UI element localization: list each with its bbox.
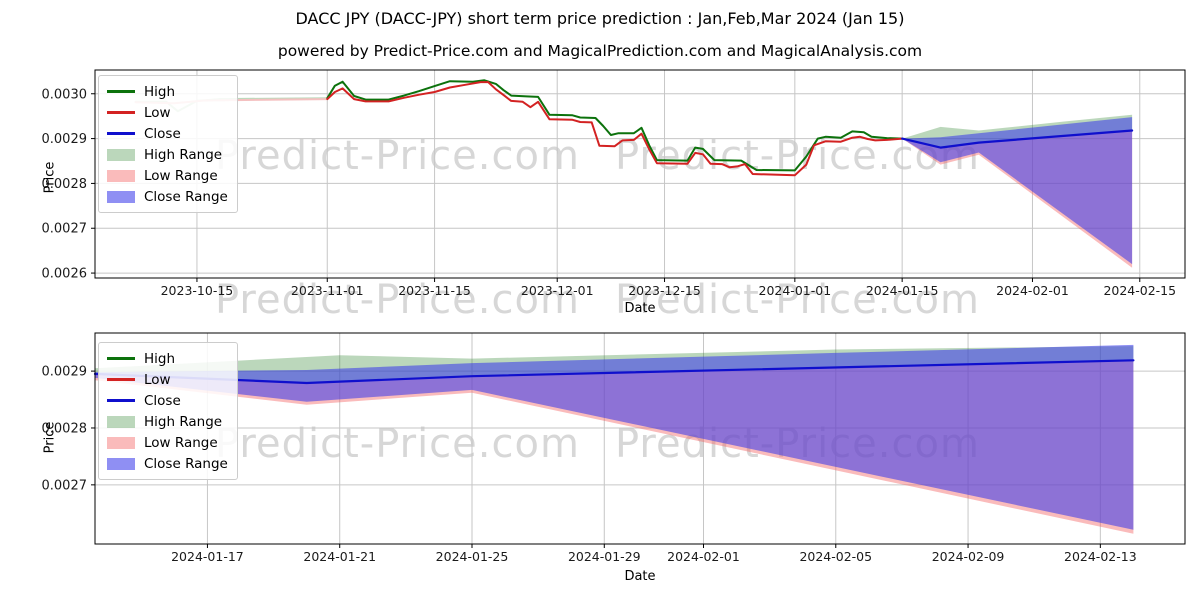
y-axis-label-bottom: Price	[42, 421, 58, 454]
legend-line-swatch	[107, 111, 135, 114]
y-tick-label: 0.0028	[42, 421, 88, 436]
x-tick-label: 2024-01-15	[866, 283, 939, 298]
legend-line-swatch	[107, 90, 135, 93]
legend-line-swatch	[107, 132, 135, 135]
legend-item-label: Low	[144, 371, 171, 388]
legend-item-close-range: Close Range	[107, 186, 229, 207]
watermark-text: Predict-Price.com	[215, 133, 580, 179]
x-tick-label: 2024-02-09	[932, 549, 1005, 564]
y-tick-label: 0.0027	[42, 222, 88, 237]
x-tick-label: 2023-11-15	[398, 283, 471, 298]
x-tick-label: 2024-01-25	[436, 549, 509, 564]
legend-item-high-range: High Range	[107, 144, 229, 165]
legend-item-label: High Range	[144, 146, 223, 163]
x-tick-label: 2023-12-15	[628, 283, 701, 298]
y-tick-label: 0.0029	[42, 132, 88, 147]
plot-border	[94, 332, 1186, 545]
close-line	[901, 129, 1134, 149]
close-range-band	[902, 117, 1133, 265]
chart-title: DACC JPY (DACC-JPY) short term price pre…	[295, 9, 905, 28]
legend-item-high: High	[107, 81, 229, 102]
x-axis-label-bottom: Date	[624, 569, 656, 584]
y-tick-label: 0.0028	[42, 177, 88, 192]
x-tick-label: 2023-10-15	[161, 283, 234, 298]
close-range-band	[95, 344, 1134, 530]
legend-item-label: Low Range	[144, 434, 218, 451]
legend-bottom: High Low Close High Range Low Range Close Ran…	[98, 342, 238, 480]
legend-item-label: Low	[144, 104, 171, 121]
x-tick-label: 2024-02-01	[667, 549, 740, 564]
legend-item-label: High	[144, 350, 176, 367]
chart-subtitle: powered by Predict-Price.com and Magical…	[277, 42, 923, 60]
legend-item-low: Low	[107, 369, 229, 390]
x-tick-label: 2024-02-01	[996, 283, 1069, 298]
legend-item-low-range: Low Range	[107, 432, 229, 453]
high-line	[326, 79, 904, 172]
watermark-text: Predict-Price.com	[215, 277, 580, 323]
y-tick-label: 0.0027	[42, 478, 88, 493]
legend-item-low: Low	[107, 102, 229, 123]
legend-item-label: Close	[144, 125, 181, 142]
legend-item-low-range: Low Range	[107, 165, 229, 186]
y-axis-label-top: Price	[42, 161, 58, 194]
watermark-text: Predict-Price.com	[215, 421, 580, 467]
x-tick-label: 2024-01-01	[759, 283, 832, 298]
x-tick-label: 2024-02-05	[799, 549, 872, 564]
legend-line-swatch	[107, 378, 135, 381]
legend-line-swatch	[107, 357, 135, 360]
legend-patch-swatch	[107, 148, 135, 161]
x-tick-label: 2024-01-17	[171, 549, 244, 564]
legend-item-label: High	[144, 83, 176, 100]
legend-item-high-range: High Range	[107, 411, 229, 432]
legend-item-close: Close	[107, 390, 229, 411]
y-tick-label: 0.0030	[42, 87, 88, 102]
legend-item-label: Low Range	[144, 167, 218, 184]
legend-item-label: High Range	[144, 413, 223, 430]
x-axis-label-top: Date	[624, 301, 656, 316]
legend-line-swatch	[107, 399, 135, 402]
watermark-text: Predict-Price.com	[615, 277, 980, 323]
y-tick-label: 0.0029	[42, 365, 88, 380]
x-tick-label: 2024-01-21	[303, 549, 376, 564]
legend-item-label: Close	[144, 392, 181, 409]
legend-item-high: High	[107, 348, 229, 369]
legend-patch-swatch	[107, 415, 135, 428]
legend-patch-swatch	[107, 169, 135, 182]
plot-border	[94, 69, 1186, 279]
x-tick-label: 2024-02-13	[1064, 549, 1137, 564]
legend-item-label: Close Range	[144, 455, 228, 472]
legend-item-close-range: Close Range	[107, 453, 229, 474]
legend-patch-swatch	[107, 190, 135, 203]
legend-patch-swatch	[107, 436, 135, 449]
x-tick-label: 2024-02-15	[1103, 283, 1176, 298]
x-tick-label: 2024-01-29	[568, 549, 641, 564]
legend-patch-swatch	[107, 457, 135, 470]
x-tick-label: 2023-12-01	[521, 283, 594, 298]
legend-top: High Low Close High Range Low Range Close Ran…	[98, 75, 238, 213]
legend-item-close: Close	[107, 123, 229, 144]
legend-item-label: Close Range	[144, 188, 228, 205]
y-tick-label: 0.0026	[42, 267, 88, 282]
low-line	[326, 81, 904, 177]
x-tick-label: 2023-11-01	[291, 283, 364, 298]
